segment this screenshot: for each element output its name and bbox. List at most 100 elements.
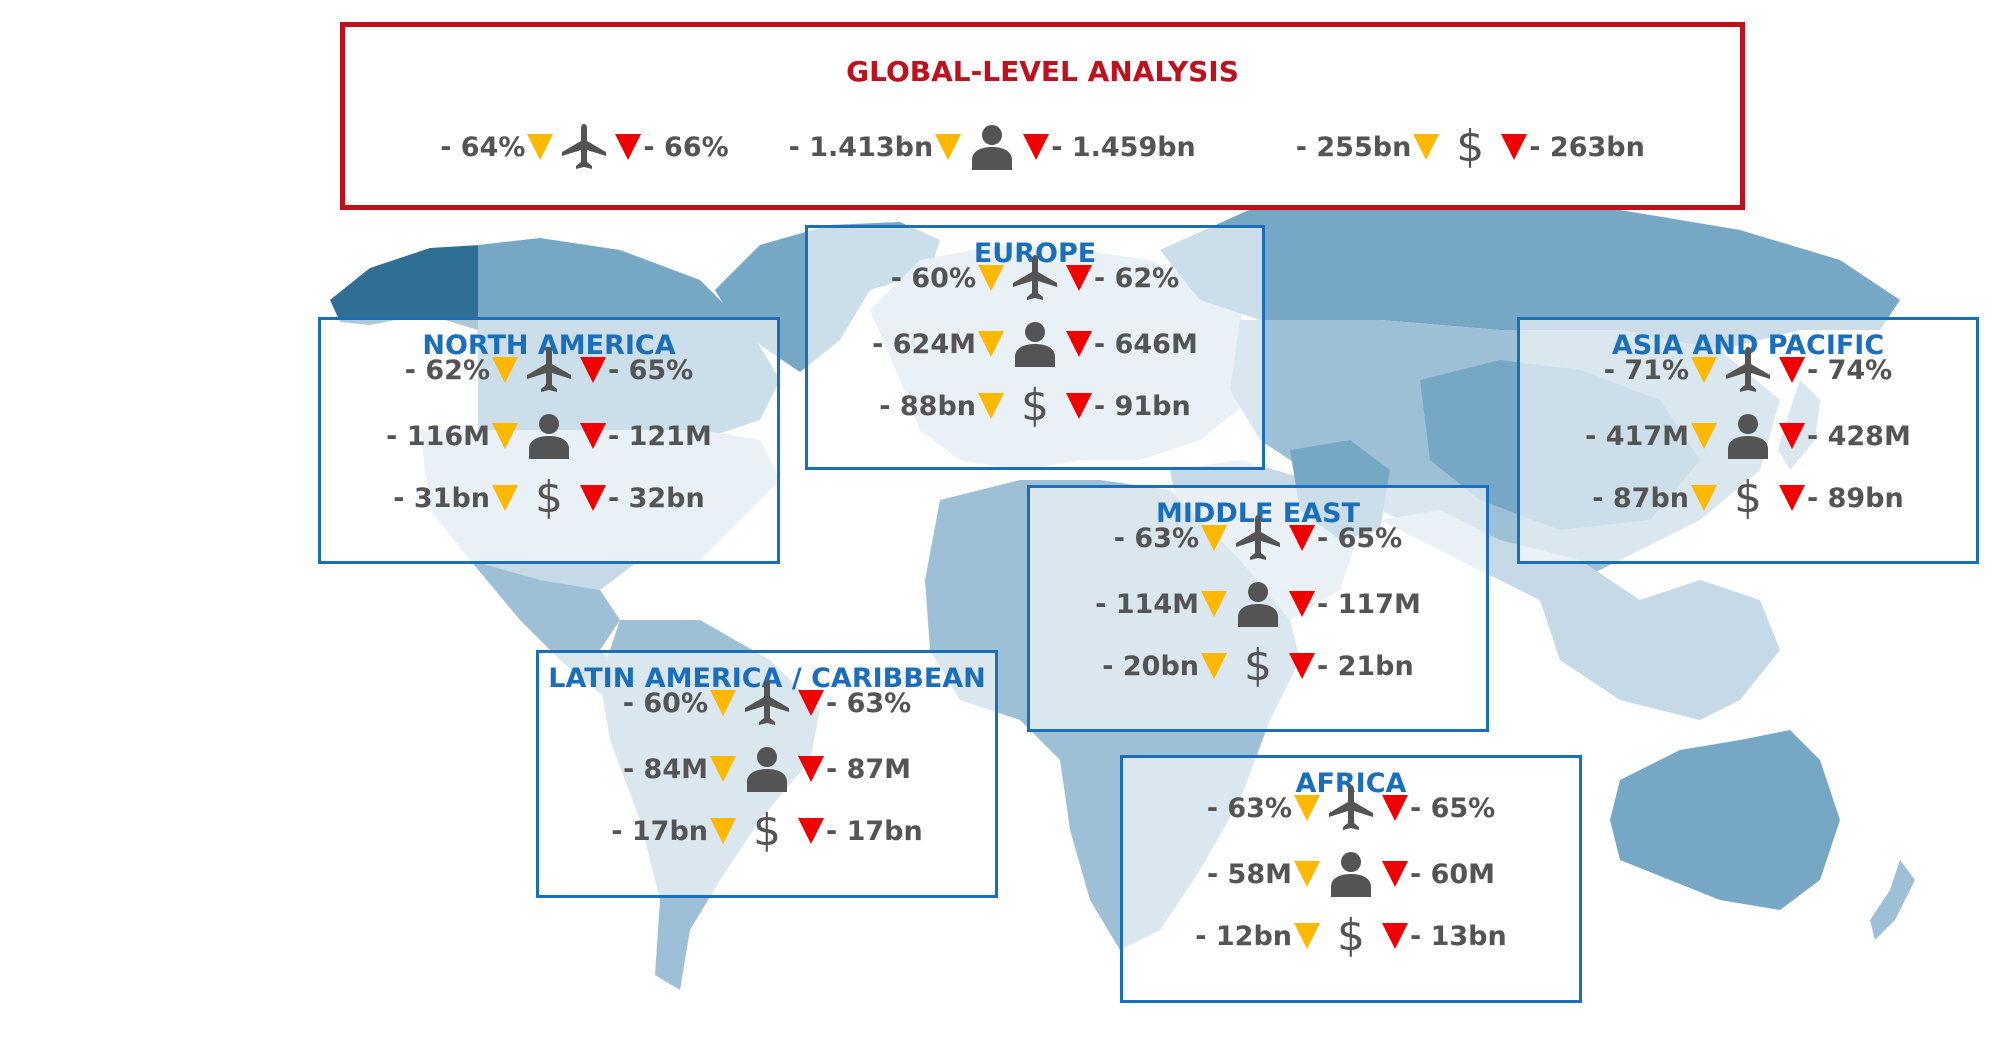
person-icon <box>1326 849 1376 899</box>
passengers-low: - 84M <box>622 753 708 785</box>
decline-high-marker <box>615 134 642 160</box>
revenue-low: - 87bn <box>1592 482 1689 514</box>
seats-low: - 63% <box>1113 522 1199 554</box>
decline-low-marker <box>1413 134 1440 160</box>
revenue-low: - 31bn <box>393 482 490 514</box>
seats-low: - 62% <box>404 354 490 386</box>
seats-low: - 71% <box>1603 354 1689 386</box>
revenue-row: - 12bn $ - 13bn <box>1123 906 1579 966</box>
revenue-high: - 91bn <box>1094 390 1191 422</box>
person-icon <box>742 744 792 794</box>
passengers-row: - 84M - 87M <box>539 739 995 799</box>
seats-high: - 74% <box>1807 354 1893 386</box>
seats-row: - 60% - 63% <box>539 673 995 733</box>
plane-icon <box>1723 345 1773 395</box>
decline-high-marker <box>1289 591 1315 617</box>
passengers-high: - 60M <box>1410 858 1496 890</box>
seats-high: - 66% <box>643 131 729 163</box>
plane-icon <box>1233 513 1283 563</box>
decline-high-marker <box>798 818 824 844</box>
decline-low-marker <box>935 134 962 160</box>
global-analysis-panel: GLOBAL-LEVEL ANALYSIS - 64% - 66% - 1.41… <box>340 22 1745 210</box>
decline-low-marker <box>978 393 1004 419</box>
decline-low-marker <box>1294 861 1320 887</box>
decline-high-marker <box>1779 485 1805 511</box>
decline-low-marker <box>1201 525 1227 551</box>
decline-low-marker <box>1691 357 1717 383</box>
passengers-low: - 1.413bn <box>788 131 934 163</box>
revenue-low: - 20bn <box>1102 650 1199 682</box>
seats-row: - 60% - 62% <box>808 248 1262 308</box>
decline-low-marker <box>710 818 736 844</box>
passengers-high: - 117M <box>1317 588 1421 620</box>
decline-low-marker <box>710 756 736 782</box>
decline-high-marker <box>580 423 606 449</box>
dollar-icon: $ <box>535 472 563 523</box>
decline-low-marker <box>1691 423 1717 449</box>
decline-high-marker <box>580 357 606 383</box>
plane-icon <box>742 678 792 728</box>
global-title: GLOBAL-LEVEL ANALYSIS <box>846 55 1239 88</box>
revenue-high: - 17bn <box>826 815 923 847</box>
seats-high: - 65% <box>1317 522 1403 554</box>
decline-low-marker <box>492 485 518 511</box>
decline-high-marker <box>1382 795 1408 821</box>
russia <box>1160 195 1900 350</box>
africa-panel: AFRICA - 63% - 65% - 58M - 60M - 12bn $ - 13bn <box>1120 755 1582 1003</box>
decline-high-marker <box>1779 357 1805 383</box>
revenue-row: - 88bn $ - 91bn <box>808 376 1262 436</box>
decline-high-marker <box>1066 393 1092 419</box>
revenue-row: - 20bn $ - 21bn <box>1030 636 1486 696</box>
decline-low-marker <box>492 357 518 383</box>
seats-high: - 65% <box>1410 792 1496 824</box>
seats-low: - 63% <box>1206 792 1292 824</box>
decline-high-marker <box>1382 861 1408 887</box>
revenue-row: - 31bn $ - 32bn <box>321 468 777 528</box>
passengers-high: - 121M <box>608 420 712 452</box>
revenue-high: - 89bn <box>1807 482 1904 514</box>
plane-icon <box>559 122 609 172</box>
passengers-low: - 58M <box>1206 858 1292 890</box>
plane-icon <box>524 345 574 395</box>
global-metrics-row: - 64% - 66% - 1.413bn - 1.459bn - 255bn … <box>345 117 1740 177</box>
passengers-row: - 58M - 60M <box>1123 844 1579 904</box>
north-america-panel: NORTH AMERICA - 62% - 65% - 116M - 121M - 31b… <box>318 317 780 564</box>
asia-pacific-panel: ASIA AND PACIFIC - 71% - 74% - 417M - 428M - … <box>1517 317 1979 564</box>
latin-america-panel: LATIN AMERICA / CARIBBEAN - 60% - 63% - 84M… <box>536 650 998 898</box>
revenue-low: - 12bn <box>1195 920 1292 952</box>
person-icon <box>524 411 574 461</box>
passengers-high: - 428M <box>1807 420 1911 452</box>
passengers-row: - 417M - 428M <box>1520 406 1976 466</box>
decline-low-marker <box>1201 591 1227 617</box>
revenue-row: - 17bn $ - 17bn <box>539 801 995 861</box>
decline-high-marker <box>580 485 606 511</box>
decline-high-marker <box>798 690 824 716</box>
seats-high: - 65% <box>608 354 694 386</box>
person-icon <box>967 122 1017 172</box>
person-icon <box>1233 579 1283 629</box>
decline-low-marker <box>492 423 518 449</box>
seats-low: - 60% <box>622 687 708 719</box>
decline-low-marker <box>1294 795 1320 821</box>
revenue-high: - 32bn <box>608 482 705 514</box>
seats-high: - 62% <box>1094 262 1180 294</box>
passengers-low: - 624M <box>872 328 976 360</box>
passengers-row: - 116M - 121M <box>321 406 777 466</box>
revenue-high: - 21bn <box>1317 650 1414 682</box>
dollar-icon: $ <box>753 805 781 856</box>
decline-high-marker <box>1501 134 1528 160</box>
decline-high-marker <box>1066 265 1092 291</box>
decline-high-marker <box>1023 134 1050 160</box>
alaska <box>330 245 480 330</box>
passengers-row: - 624M - 646M <box>808 314 1262 374</box>
new-zealand <box>1870 860 1915 940</box>
passengers-low: - 116M <box>386 420 490 452</box>
revenue-low: - 17bn <box>611 815 708 847</box>
decline-low-marker <box>710 690 736 716</box>
seats-low: - 60% <box>890 262 976 294</box>
seats-high: - 63% <box>826 687 912 719</box>
australia <box>1610 730 1840 910</box>
plane-icon <box>1010 253 1060 303</box>
decline-low-marker <box>978 331 1004 357</box>
passengers-high: - 1.459bn <box>1051 131 1196 163</box>
